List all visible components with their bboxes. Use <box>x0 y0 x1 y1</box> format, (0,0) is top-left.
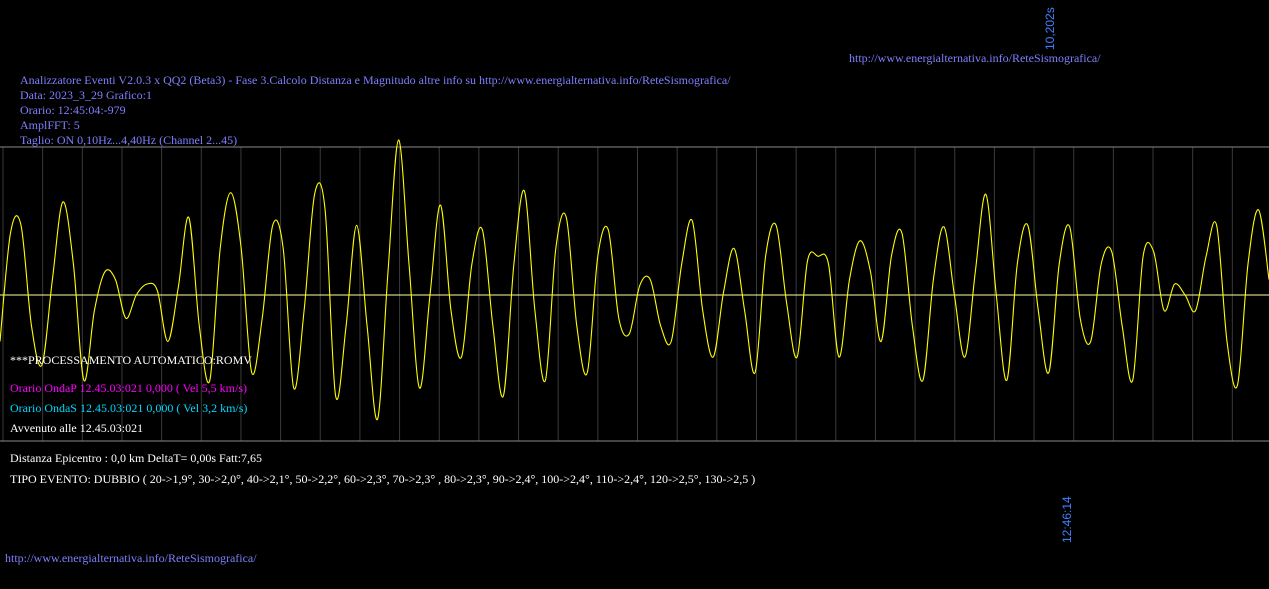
onda-s-label: Orario OndaS 12.45.03:021 0,000 ( Vel 3,… <box>10 401 248 415</box>
top-url-link[interactable]: http://www.energialternativa.info/ReteSi… <box>849 51 1101 65</box>
processing-label: ***PROCESSAMENTO AUTOMATICO:ROMV <box>10 353 252 367</box>
seismic-trace <box>0 139 1269 421</box>
event-time-label: Avvenuto alle 12.45.03:021 <box>10 421 144 435</box>
analyzer-title: Analizzatore Eventi V2.0.3 x QQ2 (Beta3)… <box>20 73 731 87</box>
end-time-label: 12:46:14 <box>1060 496 1074 543</box>
date-label: Data: 2023_3_29 Grafico:1 <box>20 88 152 102</box>
filter-label: Taglio: ON 0,10Hz...4,40Hz (Channel 2...… <box>20 133 238 147</box>
epicenter-distance-label: Distanza Epicentro : 0,0 km DeltaT= 0,00… <box>10 451 263 465</box>
time-label: Orario: 12:45:04:-979 <box>20 103 126 117</box>
footer-url-link[interactable]: http://www.energialternativa.info/ReteSi… <box>5 551 257 565</box>
event-type-label: TIPO EVENTO: DUBBIO ( 20->1,9°, 30->2,0°… <box>10 472 756 486</box>
time-span-label: 10,202s <box>1043 7 1057 50</box>
ampl-fft-label: AmplFFT: 5 <box>20 118 80 132</box>
grid-lines <box>2 147 1233 441</box>
onda-p-label: Orario OndaP 12.45.03:021 0,000 ( Vel 5,… <box>10 381 247 395</box>
